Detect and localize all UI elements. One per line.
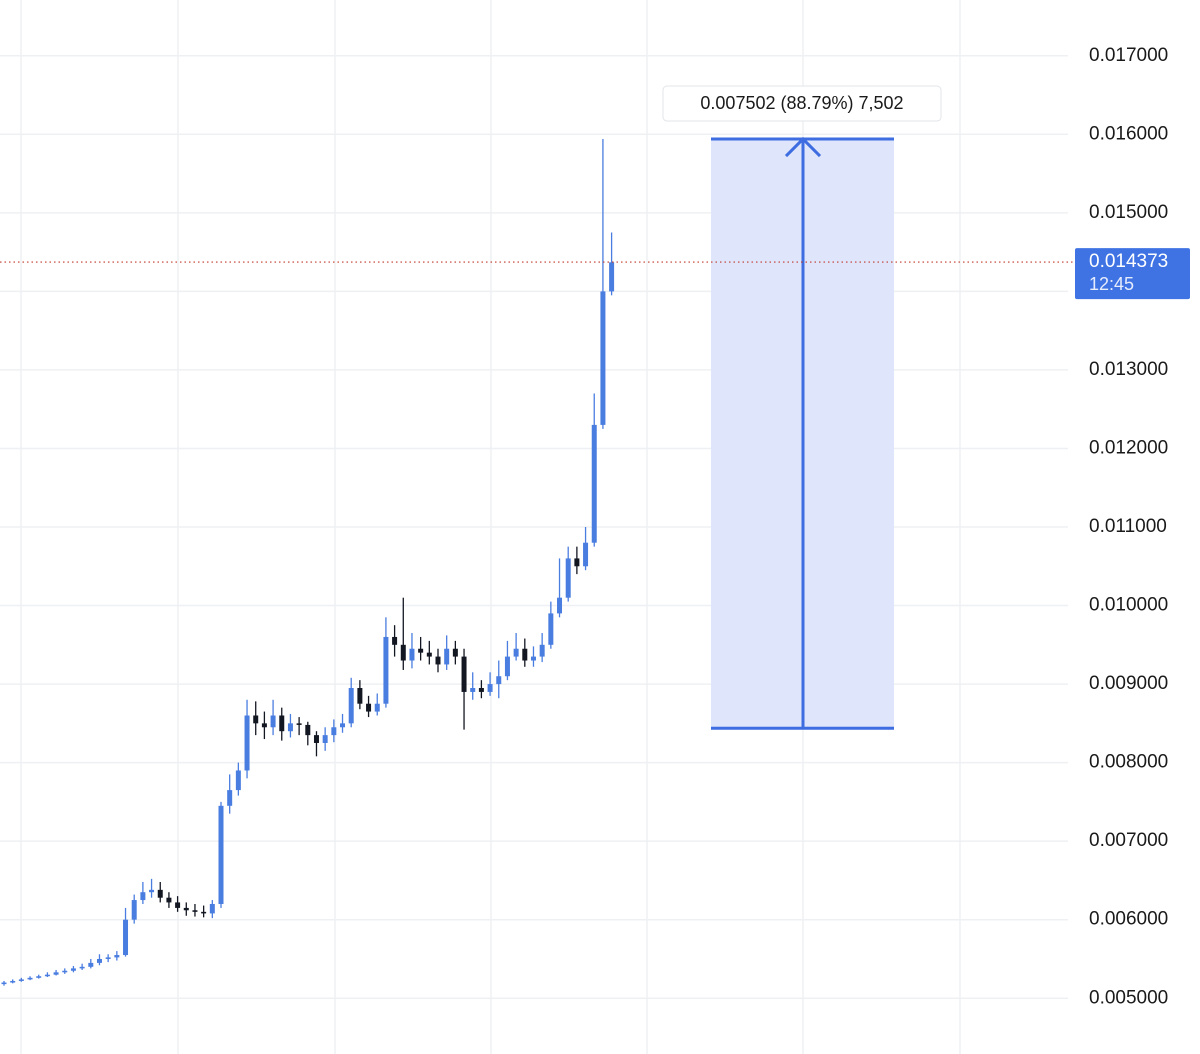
candle-body xyxy=(548,613,554,645)
candle-body xyxy=(149,889,155,893)
y-tick-label: 0.008000 xyxy=(1089,752,1168,773)
candle-body xyxy=(322,735,328,743)
measure-arrowhead xyxy=(784,136,822,158)
candle-body xyxy=(409,648,415,661)
candle-body xyxy=(253,715,259,724)
candle-body xyxy=(513,648,519,657)
candle-body xyxy=(140,892,146,901)
candle-body xyxy=(218,805,224,904)
y-tick-label: 0.016000 xyxy=(1089,123,1168,144)
candle-body xyxy=(444,648,450,665)
candle-body xyxy=(10,980,16,983)
candle-body xyxy=(244,715,250,771)
candle-body xyxy=(209,903,215,914)
candle-body xyxy=(357,688,363,704)
candle-body xyxy=(565,558,571,598)
candle-body xyxy=(383,636,389,704)
candle-body xyxy=(331,727,337,736)
y-tick-label: 0.009000 xyxy=(1089,673,1168,694)
candle-body xyxy=(400,644,406,661)
candle-body xyxy=(166,897,172,903)
candle-body xyxy=(201,911,207,914)
candle-body xyxy=(609,262,615,292)
candle-body xyxy=(591,424,597,543)
candle-body xyxy=(435,656,441,665)
y-tick-label: 0.005000 xyxy=(1089,987,1168,1008)
candle-body xyxy=(235,770,241,791)
candle-body xyxy=(313,735,319,743)
candle-body xyxy=(270,715,276,728)
candle-body xyxy=(1,982,7,985)
price-tag-value: 0.014373 xyxy=(1089,251,1168,272)
candle-body xyxy=(279,715,285,732)
candle-body xyxy=(27,977,33,980)
candle-body xyxy=(88,962,94,967)
y-tick-label: 0.010000 xyxy=(1089,595,1168,616)
candle-body xyxy=(114,955,120,958)
candle-body xyxy=(96,958,102,963)
candle-body xyxy=(44,974,50,977)
candle-body xyxy=(470,688,476,692)
candle-body xyxy=(348,688,354,724)
candle-body xyxy=(426,652,432,657)
y-tick-label: 0.006000 xyxy=(1089,909,1168,930)
candle-body xyxy=(600,291,606,425)
candle-body xyxy=(366,703,372,712)
candle-body xyxy=(539,644,545,657)
candle-body xyxy=(123,919,129,956)
grid: 0.005000 0.006000 0.007000 0.008000 0.009000… xyxy=(0,45,1168,1008)
candle-body xyxy=(53,972,59,975)
measure-label-box xyxy=(662,85,942,122)
candle-body xyxy=(340,723,346,728)
candle-body xyxy=(487,684,493,692)
candle-body xyxy=(418,648,424,653)
measure-tool: 0.007502 (88.79%) 7,502 xyxy=(662,85,942,730)
candle-body xyxy=(70,968,76,971)
measure-label: 0.007502 (88.79%) 7,502 xyxy=(700,93,903,113)
candle-body xyxy=(478,688,484,692)
candle-body xyxy=(374,703,380,712)
candle-body xyxy=(192,910,198,912)
candle-body xyxy=(296,723,302,725)
y-tick-label: 0.017000 xyxy=(1089,45,1168,66)
candle-body xyxy=(504,656,510,677)
y-tick-label: 0.012000 xyxy=(1089,437,1168,458)
candle-body xyxy=(183,907,189,911)
candle-body xyxy=(62,970,68,973)
price-tag-countdown: 12:45 xyxy=(1089,274,1134,294)
candle-body xyxy=(131,900,137,920)
candle-body xyxy=(227,790,233,806)
y-tick-label: 0.015000 xyxy=(1089,202,1168,223)
candle-body xyxy=(157,889,163,898)
y-tick-label: 0.011000 xyxy=(1089,516,1167,537)
candle-body xyxy=(175,902,181,908)
candle-body xyxy=(461,656,467,692)
candle-body xyxy=(452,648,458,657)
candle-body xyxy=(557,597,563,614)
candle-body xyxy=(79,966,85,969)
candle-body xyxy=(105,957,111,959)
candle-body xyxy=(530,656,536,661)
candles xyxy=(1,139,615,986)
y-tick-label: 0.013000 xyxy=(1089,359,1168,380)
candle-body xyxy=(522,648,528,661)
candle-body xyxy=(496,676,502,685)
price-tag xyxy=(1075,248,1190,300)
candle-body xyxy=(392,636,398,645)
candle-body xyxy=(305,724,311,736)
candle-body xyxy=(583,542,589,567)
y-tick-label: 0.007000 xyxy=(1089,830,1168,851)
candle-body xyxy=(18,979,24,981)
candle-body xyxy=(574,558,580,567)
candle-body xyxy=(36,976,42,978)
candle-body xyxy=(261,723,267,728)
candle-body xyxy=(287,723,293,732)
